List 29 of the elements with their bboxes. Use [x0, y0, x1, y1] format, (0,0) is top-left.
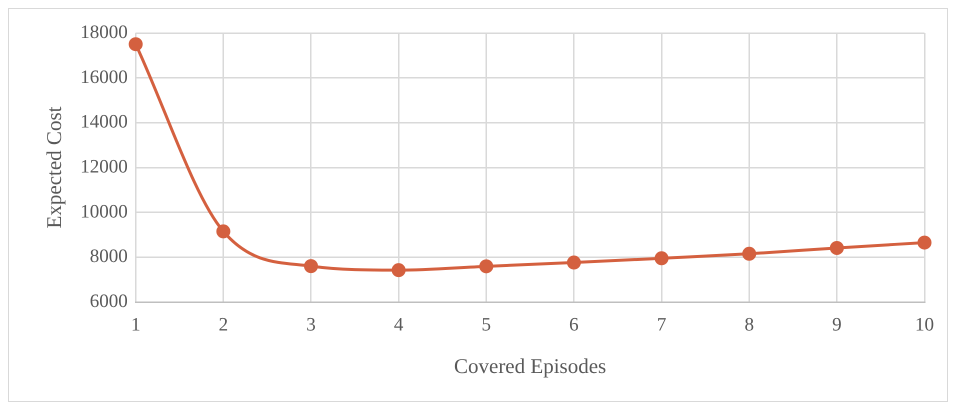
point — [128, 37, 143, 52]
point — [654, 251, 669, 266]
y-tick-label: 14000 — [80, 112, 128, 133]
point — [566, 256, 581, 270]
y-tick-label: 12000 — [80, 156, 128, 178]
point — [216, 224, 230, 238]
x-axis-title: Covered Episodes — [454, 354, 606, 378]
x-tick-label: 1 — [130, 314, 140, 336]
y-axis-title: Expected Cost — [42, 106, 66, 228]
y-tick-label: 6000 — [90, 290, 128, 312]
y-tick-label: 18000 — [80, 22, 128, 43]
x-tick-label: 9 — [832, 314, 842, 336]
y-tick-label: 8000 — [90, 246, 128, 268]
point — [830, 240, 844, 255]
x-tick-label: 5 — [482, 314, 492, 336]
point — [479, 259, 494, 274]
x-tick-label: 10 — [915, 314, 934, 336]
x-tick-label: 3 — [306, 314, 316, 336]
x-tick-label: 6 — [569, 314, 579, 336]
x-tick-label: 8 — [744, 314, 754, 336]
point — [392, 263, 406, 278]
x-tick-label: 4 — [394, 314, 404, 336]
point — [304, 259, 318, 274]
y-tick-label: 10000 — [80, 201, 128, 222]
point — [918, 236, 932, 250]
point — [742, 246, 756, 261]
x-tick-label: 7 — [656, 314, 666, 336]
y-tick-label: 16000 — [80, 66, 128, 88]
x-tick-label: 2 — [218, 314, 228, 336]
